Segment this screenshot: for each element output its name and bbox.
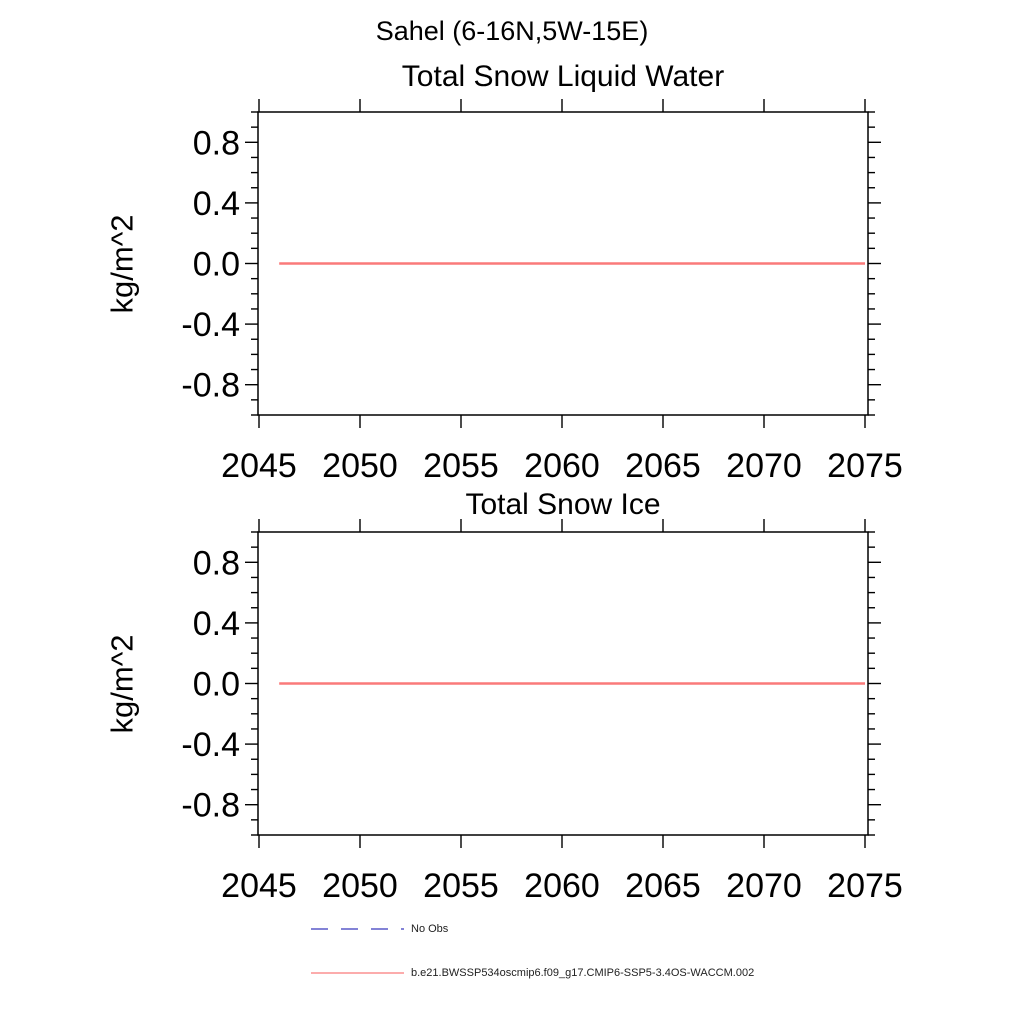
legend-dash-icon [311,928,404,930]
x-tick-label: 2060 [524,867,600,905]
legend-item-no-obs: No Obs [311,922,448,936]
x-tick-label: 2075 [827,867,903,905]
y-tick-label: 0.4 [193,605,240,643]
y-tick-label: 0.8 [193,124,240,162]
plot-frame [257,531,869,836]
page-title: Sahel (6-16N,5W-15E) [375,16,649,46]
panel2-title: Total Snow Ice [465,488,661,521]
x-tick-label: 2055 [423,867,499,905]
y-tick-label: 0.4 [193,185,240,223]
y-tick-label: 0.0 [193,666,240,704]
x-tick-label: 2045 [221,867,297,905]
panel2-y-axis-label: kg/m^2 [104,634,140,734]
legend-label-model-run: b.e21.BWSSP534oscmip6.f09_g17.CMIP6-SSP5… [411,967,755,979]
panel1-y-axis-label: kg/m^2 [104,214,140,314]
y-tick-label: -0.4 [181,306,240,344]
y-tick-label: -0.8 [181,787,240,825]
legend-label-no-obs: No Obs [411,923,449,935]
legend-line-icon [311,972,404,974]
x-tick-label: 2050 [322,867,398,905]
y-tick-label: 0.0 [193,246,240,284]
y-tick-label: -0.4 [181,726,240,764]
y-tick-label: -0.8 [181,367,240,405]
plot-frame [257,111,869,416]
x-tick-label: 2065 [625,867,701,905]
legend-item-model-run: b.e21.BWSSP534oscmip6.f09_g17.CMIP6-SSP5… [311,966,754,980]
x-tick-label: 2070 [726,867,802,905]
x-tick-label: 2075 [827,447,903,485]
x-tick-label: 2060 [524,447,600,485]
x-tick-label: 2065 [625,447,701,485]
y-tick-label: 0.8 [193,544,240,582]
x-tick-label: 2045 [221,447,297,485]
panel1-title: Total Snow Liquid Water [401,60,725,93]
x-tick-label: 2050 [322,447,398,485]
x-tick-label: 2055 [423,447,499,485]
x-tick-label: 2070 [726,447,802,485]
